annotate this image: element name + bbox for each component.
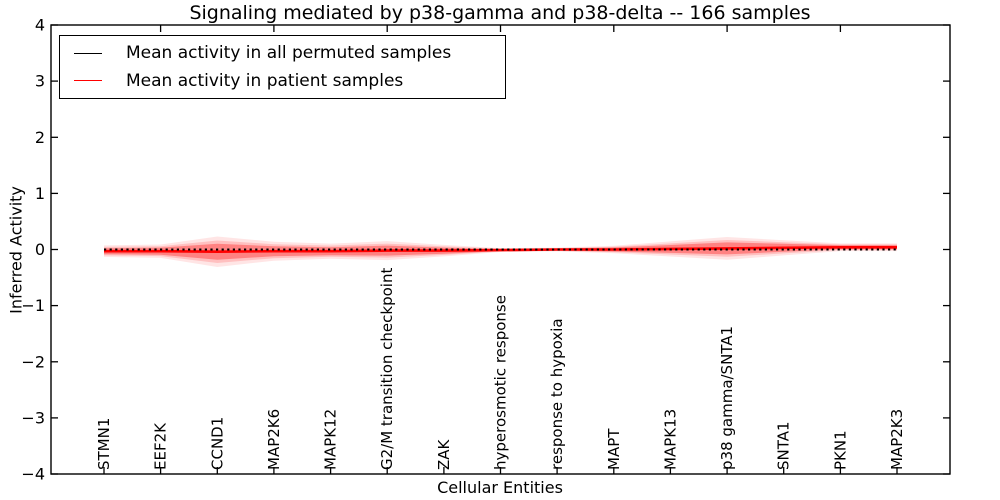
legend-entry-label: Mean activity in patient samples xyxy=(126,70,404,91)
x-tick-label: hyperosmotic response xyxy=(492,295,510,470)
x-tick-label: MAP2K3 xyxy=(888,409,906,470)
legend-entry: Mean activity in patient samples xyxy=(60,71,505,91)
y-tick-label: −4 xyxy=(21,465,45,484)
chart-title: Signaling mediated by p38-gamma and p38-… xyxy=(189,2,811,24)
y-tick-label: 0 xyxy=(35,240,45,259)
x-tick-label: MAPK13 xyxy=(661,409,679,470)
confidence-band-layer-1 xyxy=(104,240,897,263)
x-tick-label: G2/M transition checkpoint xyxy=(378,268,396,470)
x-tick-label: STMN1 xyxy=(95,418,113,470)
y-tick-label: −3 xyxy=(21,408,45,427)
y-tick-label: 2 xyxy=(35,128,45,147)
x-tick-label: MAP2K6 xyxy=(265,409,283,470)
x-tick-label: ZAK xyxy=(435,438,453,470)
y-tick-label: 3 xyxy=(35,72,45,91)
legend-entry-label: Mean activity in all permuted samples xyxy=(126,43,452,64)
x-tick-label: EEF2K xyxy=(152,422,170,470)
y-tick-label: 4 xyxy=(35,16,45,35)
x-tick-label: p38 gamma/SNTA1 xyxy=(718,326,736,470)
y-tick-label: 1 xyxy=(35,184,45,203)
y-axis-label: Inferred Activity xyxy=(6,186,26,314)
legend: Mean activity in all permuted samples Mea… xyxy=(59,35,506,99)
legend-entry: Mean activity in all permuted samples xyxy=(60,43,505,63)
x-tick-label: MAPT xyxy=(605,428,623,470)
legend-line-sample xyxy=(74,80,102,82)
series-line-patient xyxy=(104,246,897,254)
confidence-band-layer-0 xyxy=(104,236,897,267)
x-tick-label: SNTA1 xyxy=(775,421,793,470)
x-tick-label: PKN1 xyxy=(831,430,849,470)
y-tick-label: −2 xyxy=(21,352,45,371)
x-axis-label: Cellular Entities xyxy=(437,478,563,497)
x-tick-label: MAPK12 xyxy=(322,409,340,470)
y-tick-label: −1 xyxy=(21,296,45,315)
x-tick-label: response to hypoxia xyxy=(548,318,566,470)
legend-line-sample xyxy=(74,52,102,54)
x-tick-label: CCND1 xyxy=(208,417,226,470)
